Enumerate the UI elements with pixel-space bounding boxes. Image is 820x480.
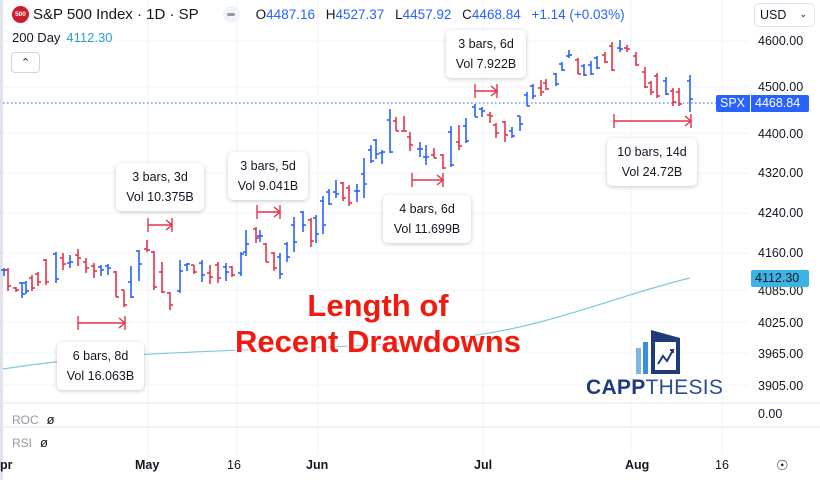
hidden-eye-icon[interactable]: ø — [40, 435, 48, 450]
time-axis-label: 16 — [715, 458, 729, 472]
high-label: H — [325, 7, 336, 22]
capp-thesis-logo-icon — [636, 330, 680, 374]
overlay-title-line2: Recent Drawdowns — [235, 324, 521, 359]
time-axis-label: pr — [0, 458, 13, 472]
annotation-bars-days: 6 bars, 8d — [72, 349, 129, 363]
low-value: 4457.92 — [402, 7, 452, 22]
last-price-tag: 4468.84 — [751, 95, 809, 112]
price-axis-label: 4600.00 — [758, 34, 804, 48]
currency-value: USD — [760, 8, 787, 22]
pane-rsi[interactable]: RSI ø — [12, 435, 48, 450]
indicator-value: 4112.30 — [66, 30, 113, 45]
drawdown-annotation[interactable]: 6 bars, 8d Vol 16.063B — [57, 342, 144, 390]
pane-rsi-label: RSI — [12, 435, 33, 450]
annotation-volume: Vol 9.041B — [237, 179, 299, 193]
drawdown-annotation[interactable]: 10 bars, 14d Vol 24.72B — [607, 138, 697, 186]
settings-gear-icon[interactable]: ☉ — [776, 457, 789, 473]
ohlc-values: O4487.16 H4527.37 L4457.92 C4468.84 +1.1… — [256, 7, 632, 22]
chevron-up-icon: ⌃ — [20, 57, 31, 69]
overlay-title-line1: Length of — [307, 288, 449, 323]
ma-price-tag: 4112.30 — [751, 270, 809, 287]
drawdown-annotation[interactable]: 3 bars, 3d Vol 10.375B — [116, 163, 204, 211]
logo-wordmark-light: THESIS — [645, 376, 724, 399]
annotation-volume: Vol 11.699B — [393, 222, 461, 236]
annotation-bars-days: 3 bars, 5d — [240, 159, 296, 173]
annotation-volume: Vol 24.72B — [621, 165, 683, 179]
symbol-title[interactable]: S&P 500 Index · 1D · SP — [33, 6, 199, 23]
annotation-bars-days: 3 bars, 6d — [458, 37, 514, 51]
chart-legend: 500 S&P 500 Index · 1D · SP O4487.16 H45… — [12, 6, 632, 23]
drawdown-annotation[interactable]: 3 bars, 5d Vol 9.041B — [228, 152, 308, 200]
pane-roc-label: ROC — [12, 412, 39, 427]
price-axis-label: 4500.00 — [758, 80, 804, 94]
annotation-volume: Vol 10.375B — [126, 190, 194, 204]
open-value: 4487.16 — [266, 7, 315, 22]
price-axis-label: 3905.00 — [758, 379, 804, 393]
open-label: O — [255, 7, 267, 22]
close-value: 4468.84 — [471, 7, 521, 22]
hidden-eye-icon[interactable]: ø — [46, 412, 55, 427]
logo-wordmark: CAPPTHESIS — [586, 376, 723, 400]
drawdown-annotation[interactable]: 4 bars, 6d Vol 11.699B — [383, 195, 471, 243]
sub-pane-axis-label: 0.00 — [758, 407, 783, 421]
indicator-label: 200 Day — [12, 30, 61, 45]
time-axis-label: Jul — [474, 458, 493, 472]
indicator-legend-200day[interactable]: 200 Day 4112.30 — [12, 30, 112, 45]
annotation-bars-days: 10 bars, 14d — [617, 145, 687, 159]
symbol-price-tag: SPX — [716, 95, 750, 112]
annotation-bars-days: 4 bars, 6d — [399, 202, 455, 216]
overlay-title: Length of Recent Drawdowns — [228, 288, 528, 360]
annotation-volume: Vol 7.922B — [455, 57, 517, 71]
collapse-legend-button[interactable]: ⌃ — [11, 52, 40, 73]
chevron-down-icon: ⌄ — [799, 9, 807, 19]
currency-select[interactable]: USD ⌄ — [754, 3, 815, 27]
time-axis-label: 16 — [227, 458, 241, 472]
annotation-volume: Vol 16.063B — [66, 369, 135, 383]
price-axis-label: 4400.00 — [758, 127, 804, 141]
price-axis-label: 4025.00 — [758, 316, 804, 330]
close-label: C — [462, 7, 472, 22]
market-status-icon[interactable] — [222, 6, 240, 23]
drawdown-annotation[interactable]: 3 bars, 6d Vol 7.922B — [446, 30, 526, 78]
symbol-logo-icon: 500 — [12, 6, 29, 23]
annotation-bars-days: 3 bars, 3d — [132, 170, 188, 184]
low-label: L — [395, 7, 403, 22]
pane-roc[interactable]: ROC ø — [12, 412, 55, 427]
time-axis-label: Aug — [625, 458, 650, 472]
price-axis-label: 4160.00 — [758, 246, 804, 260]
change-value: +1.14 (+0.03%) — [531, 7, 625, 22]
price-axis-label: 3965.00 — [758, 347, 804, 361]
left-edge-border — [0, 0, 3, 480]
logo-wordmark-bold: CAPP — [586, 376, 646, 399]
time-axis-label: May — [135, 458, 160, 472]
time-axis-label: Jun — [306, 458, 329, 472]
price-axis-label: 4320.00 — [758, 166, 804, 180]
high-value: 4527.37 — [335, 7, 385, 22]
price-axis-label: 4085.00 — [758, 284, 804, 298]
price-axis-label: 4240.00 — [758, 206, 804, 220]
